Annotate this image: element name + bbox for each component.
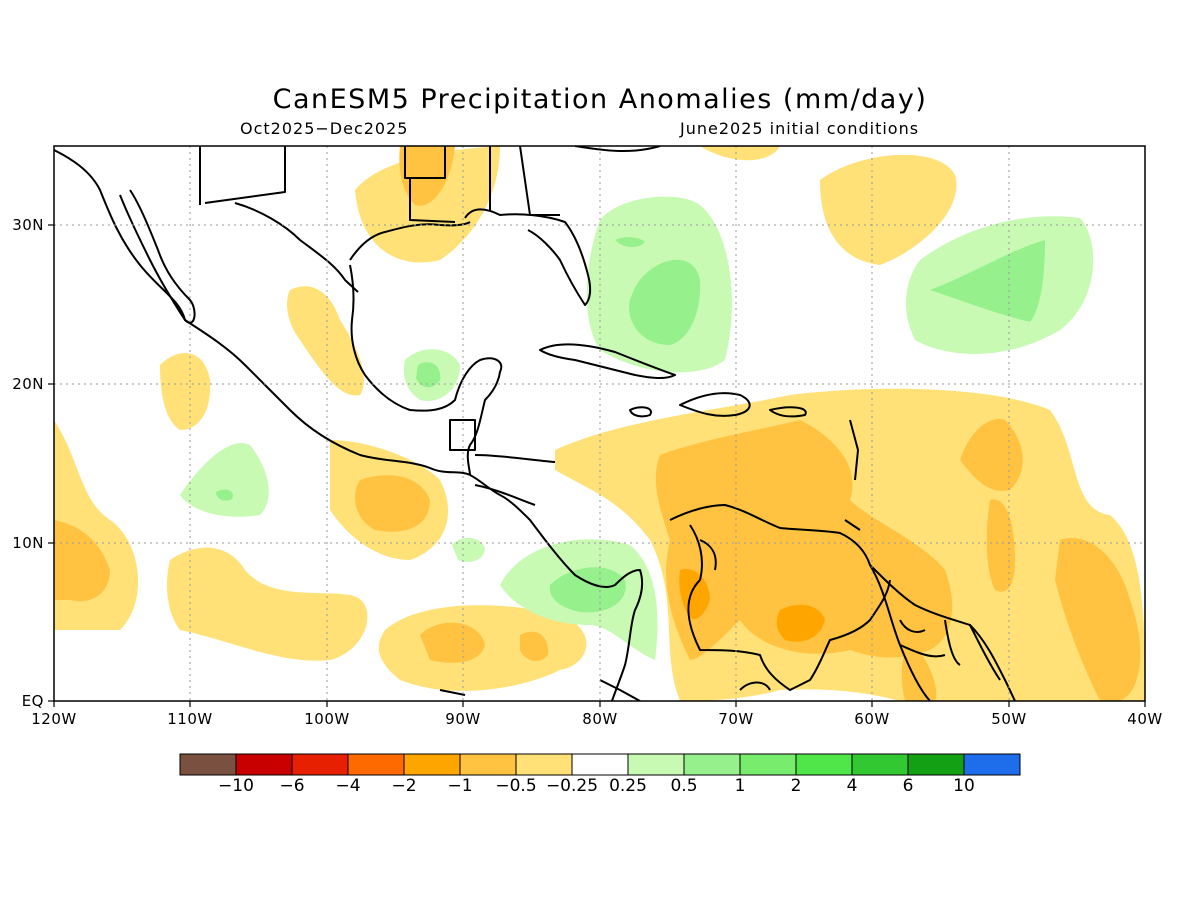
anomaly-moderate-gulf <box>399 146 455 206</box>
colorbar-label: 6 <box>902 776 914 796</box>
anomaly-dry-west-atlantic <box>820 154 957 265</box>
anomaly-dry-gulf-coast <box>355 146 500 263</box>
colorbar-swatch <box>683 753 741 776</box>
colorbar-swatch <box>179 753 237 776</box>
anomaly-wet2-panama <box>549 567 626 613</box>
colorbar-label: −10 <box>218 776 254 796</box>
colorbar-swatch <box>851 753 909 776</box>
anomaly-moderate-mexico-pacific <box>355 475 430 532</box>
lon-tick-120w: 120W <box>31 710 77 728</box>
colorbar-swatch <box>291 753 349 776</box>
colorbar-label: 2 <box>790 776 802 796</box>
anomaly-wet-east-pacific <box>180 443 269 517</box>
colorbar-swatch <box>403 753 461 776</box>
colorbar-swatch <box>347 753 405 776</box>
colorbar-swatch <box>571 753 629 776</box>
anomaly-strong-colombia <box>679 569 710 620</box>
lon-tick-80w: 80W <box>582 710 618 728</box>
anomaly-strong-venezuela-south <box>776 604 825 642</box>
anomaly-moderate-eq-pacific <box>420 622 485 663</box>
lat-tick-30n: 30N <box>12 216 44 234</box>
colorbar-label: 1 <box>734 776 746 796</box>
colorbar-swatch <box>795 753 853 776</box>
colorbar-swatch <box>739 753 797 776</box>
lat-tick-10n: 10N <box>12 534 44 552</box>
init-conditions-label: June2025 initial conditions <box>680 119 920 138</box>
colorbar-label: −6 <box>279 776 305 796</box>
colorbar-swatch <box>907 753 965 776</box>
colorbar-label: 0.25 <box>609 776 647 796</box>
map-title: CanESM5 Precipitation Anomalies (mm/day) <box>272 84 928 115</box>
lon-tick-40w: 40W <box>1127 710 1163 728</box>
lat-tick-20n: 20N <box>12 375 44 393</box>
colorbar-label: −4 <box>335 776 361 796</box>
colorbar-swatch <box>515 753 573 776</box>
anomaly-moderate-eq-pacific-2 <box>520 631 549 662</box>
colorbar-swatch <box>235 753 293 776</box>
anomaly-dry-north-atlantic-top <box>700 146 780 161</box>
lon-tick-60w: 60W <box>854 710 890 728</box>
anomaly-moderate-far-east <box>1055 538 1141 701</box>
anomaly-wet2-atlantic <box>930 240 1045 322</box>
anomaly-dry-mexico-interior <box>287 286 364 396</box>
colorbar <box>179 753 1021 776</box>
colorbar-label: 10 <box>953 776 975 796</box>
anomaly-wet2-bahamas <box>629 259 701 345</box>
anomaly-dry-east-pacific <box>167 547 368 661</box>
lat-tick-eq: EQ <box>21 692 44 710</box>
colorbar-label: −1 <box>447 776 473 796</box>
colorbar-label: −0.25 <box>545 776 599 796</box>
anomaly-wet2-bahamas-north <box>615 237 645 247</box>
lon-tick-110w: 110W <box>167 710 213 728</box>
colorbar-swatch <box>963 753 1021 776</box>
anomaly-moderate-east-strip <box>986 499 1015 592</box>
lon-tick-100w: 100W <box>304 710 350 728</box>
lon-tick-50w: 50W <box>991 710 1027 728</box>
colorbar-swatch <box>627 753 685 776</box>
grid <box>54 146 1145 701</box>
anomaly-moderate-guianas-south <box>901 640 937 701</box>
colorbar-label: 4 <box>846 776 858 796</box>
period-label: Oct2025−Dec2025 <box>240 119 409 138</box>
anomaly-wet2-pacific <box>216 489 233 501</box>
anomaly-field <box>54 146 1145 701</box>
lon-tick-70w: 70W <box>718 710 754 728</box>
lon-tick-90w: 90W <box>445 710 481 728</box>
colorbar-label: 0.5 <box>670 776 698 796</box>
anomaly-wet2-gulf <box>416 362 441 388</box>
anomaly-moderate-east-atlantic <box>960 419 1023 491</box>
colorbar-label: −2 <box>391 776 417 796</box>
anomaly-dry-baja <box>160 353 211 430</box>
anomaly-moderate-venezuela <box>655 420 953 660</box>
colorbar-swatch <box>459 753 517 776</box>
anomaly-moderate-west-edge <box>54 520 110 602</box>
colorbar-label: −0.5 <box>495 776 537 796</box>
tick-marks <box>48 224 1146 707</box>
anomaly-wet-small-pacific <box>452 537 485 562</box>
coastlines <box>54 146 1016 701</box>
